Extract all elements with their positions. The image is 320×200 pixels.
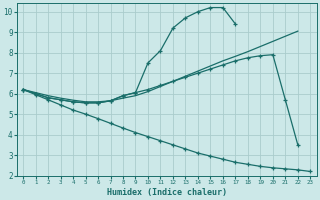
X-axis label: Humidex (Indice chaleur): Humidex (Indice chaleur): [107, 188, 227, 197]
